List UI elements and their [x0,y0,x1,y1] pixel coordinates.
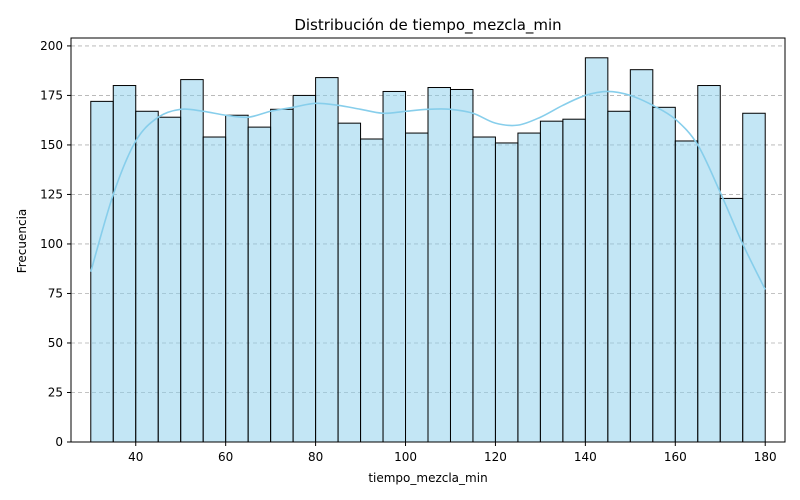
histogram-bar [517,132,541,443]
x-axis-label: tiempo_mezcla_min [368,471,487,485]
y-tick-label: 175 [40,88,63,102]
x-tick-label: 40 [128,450,143,464]
histogram-bar [494,142,519,443]
histogram-bar [247,126,272,443]
x-tick-label: 60 [218,450,233,464]
histogram-bar [382,90,407,443]
plot-frame [70,37,786,443]
histogram-bar [405,132,429,443]
histogram-bar [315,77,339,443]
histogram-bars [90,57,766,443]
y-tick-label: 125 [40,187,63,201]
x-tick-label: 80 [308,450,323,464]
y-tick-label: 150 [40,138,63,152]
histogram-bar [112,85,137,443]
y-tick-label: 50 [48,336,63,350]
x-tick-label: 140 [574,450,597,464]
y-tick-label: 75 [48,286,63,300]
histogram-bar [472,136,496,443]
histogram-bar [202,136,227,443]
histogram-bar [629,69,654,443]
histogram-bar [225,114,249,443]
histogram-bar [562,118,586,443]
y-tick-label: 100 [40,237,63,251]
histogram-bar [270,108,294,443]
histogram-bar [360,138,384,443]
kde-curve-layer [90,90,766,290]
histogram-bar [539,120,564,443]
y-tick-label: 200 [40,39,63,53]
x-tick-label: 180 [754,450,777,464]
histogram-bar [90,100,114,443]
histogram-bar [607,110,631,443]
x-tick-label: 100 [394,450,417,464]
y-tick-label: 25 [48,385,63,399]
histogram-bar [449,88,474,443]
histogram-bar [697,85,721,443]
histogram-bar [180,79,204,443]
x-tick-label: 120 [484,450,507,464]
chart-title: Distribución de tiempo_mezcla_min [294,16,561,35]
histogram-bar [652,106,676,443]
histogram-bar [337,122,362,443]
histogram-bar [584,57,609,443]
histogram-bar [135,110,159,443]
histogram-bar [292,94,317,443]
y-axis-ticks: 0 25 50 75 100 125 150 175 200 [40,39,71,449]
histogram-bar [742,112,766,443]
x-axis-ticks: 40 60 80 100 120 140 160 180 [128,442,777,464]
histogram-bar [157,116,182,443]
y-axis-label: Frecuencia [15,209,29,274]
x-tick-label: 160 [664,450,687,464]
kde-line [90,90,766,290]
y-tick-label: 0 [55,435,63,449]
histogram-bar [427,87,451,443]
histogram-bar [674,140,699,443]
